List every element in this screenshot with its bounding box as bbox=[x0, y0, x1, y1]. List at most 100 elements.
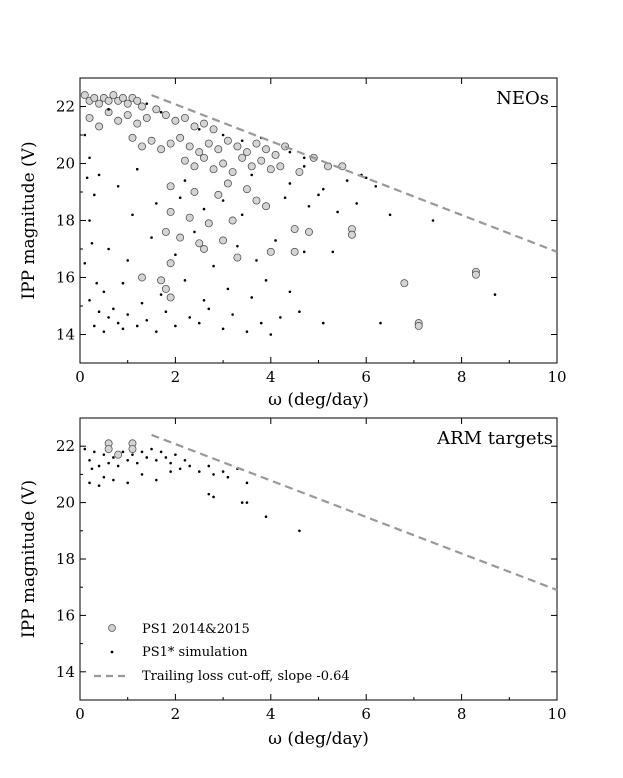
neo-simulated-point bbox=[321, 321, 325, 325]
arm-simulated-point bbox=[188, 464, 192, 468]
neo-simulated-point bbox=[121, 281, 125, 285]
legend-label-trailing-loss: Trailing loss cut-off, slope -0.64 bbox=[142, 669, 350, 684]
neo-simulated-point bbox=[88, 299, 91, 302]
arm-simulated-point bbox=[112, 478, 115, 482]
neo-simulated-point bbox=[493, 293, 497, 296]
neo-simulated-point bbox=[164, 310, 168, 314]
neo-observed-point bbox=[209, 165, 218, 174]
neo-plot-frame bbox=[79, 77, 558, 364]
arm-simulated-point bbox=[102, 475, 106, 479]
neo-observed-point bbox=[138, 102, 146, 111]
neo-simulated-point bbox=[302, 250, 306, 254]
arm-simulated-point bbox=[159, 450, 163, 454]
neo-observed-point bbox=[171, 116, 180, 125]
arm-simulated-point bbox=[88, 481, 91, 485]
legend-label-ps1-simulation: PS1* simulation bbox=[142, 645, 248, 660]
neo-panel: 0 2 4 6 8 10 14 16 18 20 22 NEOs ω (deg/day) IPP m… bbox=[19, 77, 567, 410]
neo-trailing-loss-line bbox=[151, 94, 558, 253]
neo-simulated-point bbox=[231, 313, 234, 316]
arm-simulated-point bbox=[126, 481, 129, 485]
neo-observed-point bbox=[147, 136, 156, 145]
arm-y-axis-label: IPP magnitude (V) bbox=[19, 480, 39, 638]
neo-observed-point bbox=[247, 162, 256, 171]
arm-x-tick-label: 10 bbox=[547, 705, 566, 723]
neo-simulated-point bbox=[336, 210, 339, 214]
arm-y-tick-label: 20 bbox=[56, 494, 75, 512]
arm-simulated-point bbox=[107, 461, 110, 465]
arm-y-tick-label: 14 bbox=[56, 663, 75, 681]
neo-observed-point bbox=[190, 188, 199, 196]
neo-simulated-point bbox=[93, 324, 96, 328]
neo-simulated-point bbox=[102, 290, 106, 294]
neo-observed-point bbox=[228, 168, 237, 176]
neo-observed-point bbox=[166, 293, 175, 302]
arm-simulated-point bbox=[298, 529, 301, 533]
neo-simulated-point bbox=[183, 279, 187, 282]
neo-observed-point bbox=[257, 156, 266, 165]
arm-trailing-loss-line bbox=[151, 433, 558, 592]
neo-observed-point bbox=[266, 247, 275, 256]
neo-observed-point bbox=[157, 145, 166, 154]
neo-simulated-point bbox=[431, 219, 435, 222]
neo-simulated-point bbox=[140, 301, 144, 305]
arm-panel-title: ARM targets bbox=[436, 428, 553, 449]
arm-simulated-point bbox=[245, 501, 249, 504]
arm-simulated-point bbox=[131, 453, 134, 456]
neo-simulated-point bbox=[90, 242, 94, 245]
neo-observed-point bbox=[85, 113, 94, 122]
neo-simulated-point bbox=[126, 259, 129, 262]
arm-simulated-point bbox=[226, 475, 230, 479]
neo-plot-marks bbox=[80, 91, 558, 336]
neo-simulated-point bbox=[83, 261, 87, 265]
neo-simulated-point bbox=[221, 327, 225, 331]
neo-simulated-point bbox=[221, 199, 225, 202]
neo-observed-point bbox=[228, 216, 237, 225]
neo-y-axis-label: IPP magnitude (V) bbox=[19, 141, 39, 299]
neo-observed-point bbox=[242, 148, 251, 157]
arm-simulated-point bbox=[197, 470, 201, 473]
arm-simulated-point bbox=[116, 464, 120, 468]
neo-observed-point bbox=[219, 236, 228, 245]
neo-simulated-point bbox=[331, 250, 335, 254]
arm-simulated-point bbox=[207, 464, 211, 468]
arm-simulated-point bbox=[83, 447, 87, 451]
neo-simulated-point bbox=[288, 290, 292, 294]
neo-observed-point bbox=[271, 150, 280, 159]
neo-simulated-point bbox=[102, 330, 106, 333]
neo-simulated-point bbox=[236, 244, 239, 248]
arm-observed-point bbox=[128, 445, 137, 453]
neo-observed-point bbox=[166, 182, 175, 191]
neo-observed-point bbox=[109, 91, 118, 100]
legend-label-ps1-observed: PS1 2014&2015 bbox=[142, 622, 250, 637]
neo-y-tick-label: 20 bbox=[56, 155, 75, 173]
neo-observed-point bbox=[157, 276, 166, 285]
arm-simulated-point bbox=[164, 456, 168, 459]
arm-simulated-point bbox=[97, 484, 101, 487]
neo-simulated-point bbox=[317, 193, 320, 197]
neo-simulated-point bbox=[288, 182, 292, 185]
neo-observed-point bbox=[471, 270, 480, 279]
neo-simulated-point bbox=[250, 173, 254, 177]
neo-simulated-point bbox=[298, 310, 301, 314]
neo-simulated-point bbox=[159, 293, 163, 296]
arm-x-tick-label: 2 bbox=[171, 705, 181, 723]
arm-x-tick-label: 6 bbox=[361, 705, 371, 723]
arm-simulated-point bbox=[90, 467, 94, 471]
neo-observed-point bbox=[276, 162, 285, 171]
neo-observed-point bbox=[238, 153, 247, 162]
arm-simulated-point bbox=[221, 470, 225, 473]
neo-observed-point bbox=[180, 113, 189, 122]
arm-panel: 0 2 4 6 8 10 14 16 18 20 22 ARM targets ω (deg/day… bbox=[19, 417, 567, 749]
neo-observed-point bbox=[305, 227, 313, 236]
neo-observed-point bbox=[138, 142, 146, 151]
neo-observed-point bbox=[128, 133, 137, 142]
neo-x-tick-label: 6 bbox=[361, 368, 371, 386]
neo-simulated-point bbox=[321, 187, 325, 191]
arm-simulated-point bbox=[145, 456, 149, 459]
arm-simulated-point bbox=[140, 473, 144, 476]
neo-observed-point bbox=[123, 111, 132, 120]
arm-simulated-point bbox=[240, 501, 244, 504]
neo-simulated-point bbox=[269, 333, 273, 336]
neo-observed-point bbox=[223, 136, 232, 145]
neo-x-tick-label: 4 bbox=[266, 368, 276, 386]
